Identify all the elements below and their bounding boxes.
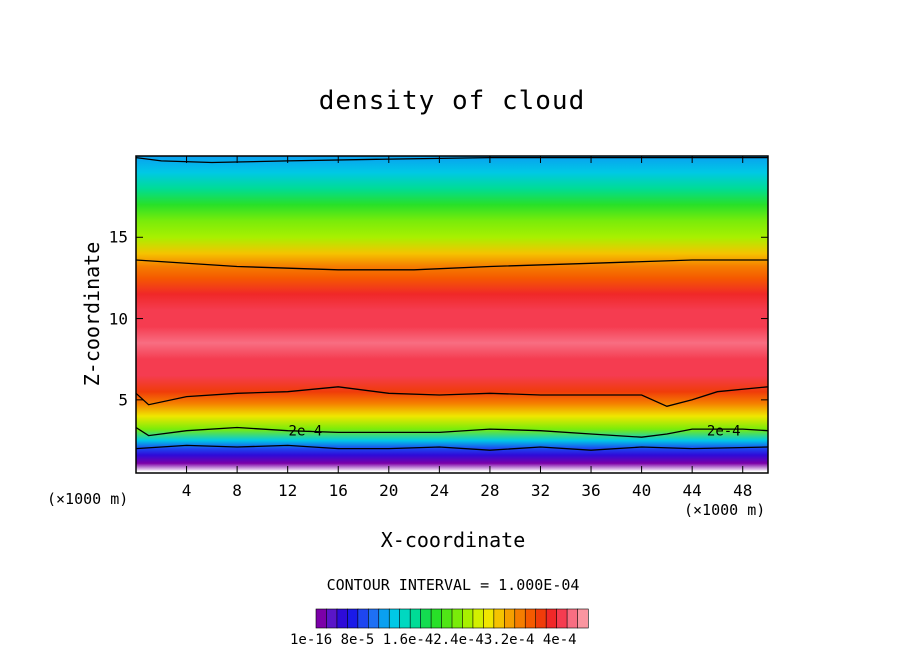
axis-ticks — [136, 156, 768, 473]
contour-line-4 — [136, 444, 768, 451]
x-tick-label: 4 — [181, 481, 192, 500]
contour-line-3 — [136, 156, 768, 164]
contour-interval-text: CONTOUR INTERVAL = 1.000E-04 — [326, 576, 580, 594]
x-tick-label: 36 — [581, 481, 601, 500]
x-axis-label: X-coordinate — [380, 528, 526, 552]
colorbar-swatch-9 — [409, 608, 422, 629]
colorbar-swatch-14 — [462, 608, 474, 629]
colorbar-swatch-4 — [357, 608, 369, 629]
colorbar-swatch-10 — [420, 608, 432, 629]
y-tick-label: 5 — [118, 390, 128, 410]
y-tick-label: 15 — [108, 227, 128, 247]
x-tick-label: 44 — [682, 481, 702, 500]
colorbar-swatch-6 — [378, 608, 390, 629]
colorbar-swatch-3 — [347, 608, 359, 629]
colorbar-swatch-23 — [556, 608, 568, 629]
x-tick-label: 12 — [278, 481, 298, 500]
plot-frame — [135, 155, 769, 474]
x-tick-label: 8 — [232, 481, 242, 500]
colorbar-swatch-13 — [451, 608, 464, 629]
colorbar-swatch-11 — [430, 608, 443, 629]
x-tick-label: 28 — [480, 481, 500, 500]
colorbar-swatch-21 — [535, 608, 547, 629]
colorbar-swatch-12 — [441, 608, 453, 629]
x-axis-multiplier-right: (×1000 m) — [684, 501, 766, 519]
contour-line-0 — [136, 259, 768, 271]
colorbar-swatch-2 — [336, 608, 348, 629]
colorbar-swatch-5 — [368, 608, 380, 629]
x-tick-label: 48 — [733, 481, 753, 500]
y-tick-label: 10 — [108, 309, 128, 329]
x-tick-label: 24 — [429, 481, 449, 500]
colorbar-swatch-1 — [326, 608, 338, 629]
colorbar-labels: 1e-16 8e-5 1.6e-42.4e-43.2e-4 4e-4 — [290, 632, 577, 648]
contour-label-0: 2e-4 — [289, 424, 323, 440]
x-tick-label: 20 — [379, 481, 399, 500]
colorbar-swatch-16 — [483, 608, 495, 629]
contour-lines-group: 2e-4 2e-4 — [136, 156, 768, 451]
colorbar-swatch-19 — [514, 608, 526, 629]
x-axis-multiplier-left: (×1000 m) — [47, 490, 129, 508]
colorbar-swatch-17 — [493, 608, 505, 629]
colorbar-swatch-7 — [388, 608, 401, 629]
colorbar-swatch-8 — [399, 608, 411, 629]
contour-line-2 — [136, 426, 768, 438]
x-tick-label: 16 — [328, 481, 348, 500]
colorbar-swatch-24 — [566, 608, 579, 629]
chart-title: density of cloud — [318, 86, 586, 116]
colorbar — [315, 608, 589, 629]
colorbar-swatch-0 — [315, 608, 328, 629]
colorbar-swatch-20 — [524, 608, 537, 629]
x-tick-label: 40 — [631, 481, 652, 500]
contour-line-1 — [136, 386, 768, 407]
contour-label-1: 2e-4 — [707, 424, 741, 440]
colorbar-swatch-25 — [577, 608, 589, 629]
colorbar-swatch-15 — [472, 608, 484, 629]
colorbar-swatch-22 — [545, 608, 558, 629]
plot-area-fill — [136, 156, 768, 473]
colorbar-swatch-18 — [504, 608, 516, 629]
x-tick-label: 32 — [530, 481, 551, 500]
